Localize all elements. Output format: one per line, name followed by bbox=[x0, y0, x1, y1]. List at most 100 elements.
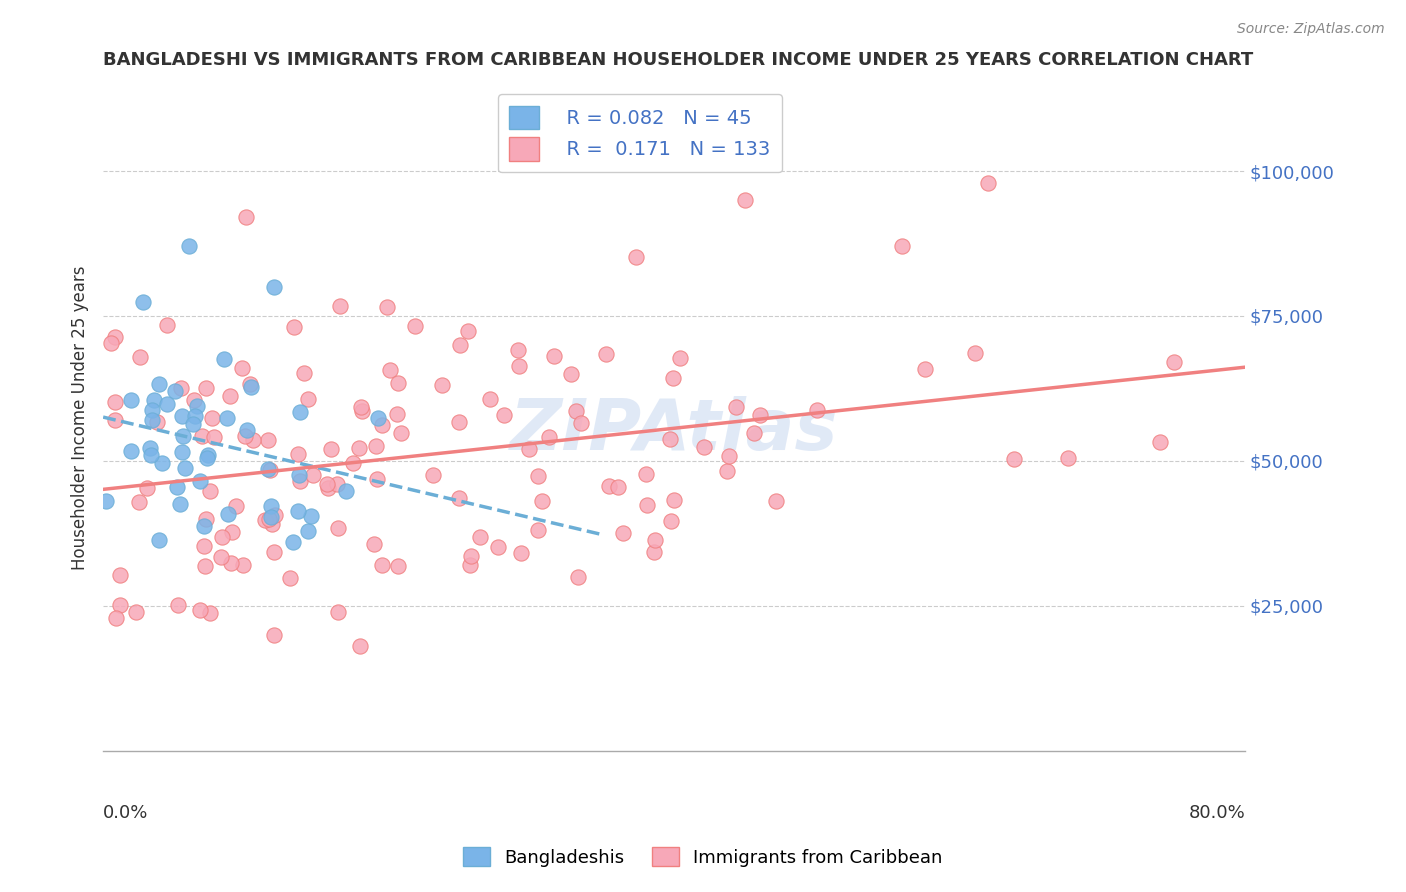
Bangladeshis bbox=[215, 411, 238, 425]
Bangladeshis bbox=[142, 392, 165, 407]
Bangladeshis bbox=[288, 405, 311, 419]
Bangladeshis bbox=[193, 519, 215, 533]
Immigrants from Caribbean bbox=[478, 392, 501, 406]
Immigrants from Caribbean bbox=[569, 416, 592, 430]
Immigrants from Caribbean bbox=[460, 549, 482, 564]
Legend: Bangladeshis, Immigrants from Caribbean: Bangladeshis, Immigrants from Caribbean bbox=[456, 840, 950, 874]
Bangladeshis bbox=[217, 508, 239, 522]
Bangladeshis bbox=[148, 376, 170, 391]
Y-axis label: Householder Income Under 25 years: Householder Income Under 25 years bbox=[72, 265, 89, 570]
Immigrants from Caribbean bbox=[560, 367, 582, 381]
Immigrants from Caribbean bbox=[1149, 435, 1171, 450]
Immigrants from Caribbean bbox=[606, 480, 628, 494]
Immigrants from Caribbean bbox=[297, 392, 319, 406]
Text: Source: ZipAtlas.com: Source: ZipAtlas.com bbox=[1237, 22, 1385, 37]
Immigrants from Caribbean bbox=[195, 381, 218, 395]
Immigrants from Caribbean bbox=[449, 338, 471, 352]
Immigrants from Caribbean bbox=[347, 441, 370, 455]
Bangladeshis bbox=[288, 467, 311, 482]
Immigrants from Caribbean bbox=[460, 558, 482, 573]
Immigrants from Caribbean bbox=[183, 393, 205, 408]
Immigrants from Caribbean bbox=[371, 558, 394, 572]
Immigrants from Caribbean bbox=[748, 408, 770, 422]
Immigrants from Caribbean bbox=[100, 336, 122, 351]
Immigrants from Caribbean bbox=[486, 541, 509, 555]
Immigrants from Caribbean bbox=[492, 408, 515, 422]
Immigrants from Caribbean bbox=[662, 371, 685, 385]
Immigrants from Caribbean bbox=[319, 442, 342, 456]
Bangladeshis bbox=[169, 497, 191, 511]
Bangladeshis bbox=[170, 409, 193, 424]
Immigrants from Caribbean bbox=[194, 559, 217, 574]
Immigrants from Caribbean bbox=[643, 545, 665, 559]
Immigrants from Caribbean bbox=[263, 627, 285, 641]
Immigrants from Caribbean bbox=[242, 433, 264, 447]
Immigrants from Caribbean bbox=[198, 483, 221, 498]
Bangladeshis bbox=[141, 402, 163, 417]
Immigrants from Caribbean bbox=[612, 526, 634, 541]
Immigrants from Caribbean bbox=[219, 556, 242, 570]
Immigrants from Caribbean bbox=[283, 319, 305, 334]
Immigrants from Caribbean bbox=[288, 474, 311, 488]
Immigrants from Caribbean bbox=[104, 413, 127, 427]
Immigrants from Caribbean bbox=[668, 351, 690, 366]
Bangladeshis bbox=[260, 499, 283, 513]
Immigrants from Caribbean bbox=[744, 426, 766, 441]
Immigrants from Caribbean bbox=[538, 430, 561, 444]
Immigrants from Caribbean bbox=[211, 530, 233, 544]
Bangladeshis bbox=[297, 524, 319, 539]
Immigrants from Caribbean bbox=[326, 476, 349, 491]
Immigrants from Caribbean bbox=[191, 429, 214, 443]
Immigrants from Caribbean bbox=[169, 381, 191, 395]
Bangladeshis bbox=[335, 483, 357, 498]
Immigrants from Caribbean bbox=[342, 456, 364, 470]
Text: 0.0%: 0.0% bbox=[103, 804, 149, 822]
Immigrants from Caribbean bbox=[221, 524, 243, 539]
Immigrants from Caribbean bbox=[326, 605, 349, 619]
Immigrants from Caribbean bbox=[128, 495, 150, 509]
Immigrants from Caribbean bbox=[350, 400, 373, 414]
Immigrants from Caribbean bbox=[506, 343, 529, 358]
Immigrants from Caribbean bbox=[232, 558, 254, 572]
Bangladeshis bbox=[212, 351, 235, 366]
Bangladeshis bbox=[184, 409, 207, 423]
Immigrants from Caribbean bbox=[104, 330, 127, 344]
Immigrants from Caribbean bbox=[263, 545, 285, 559]
Bangladeshis bbox=[94, 494, 117, 508]
Immigrants from Caribbean bbox=[371, 417, 394, 432]
Bangladeshis bbox=[155, 397, 177, 411]
Immigrants from Caribbean bbox=[328, 521, 350, 535]
Bangladeshis bbox=[283, 535, 305, 549]
Immigrants from Caribbean bbox=[257, 511, 280, 525]
Bangladeshis bbox=[166, 480, 188, 494]
Immigrants from Caribbean bbox=[166, 599, 188, 613]
Immigrants from Caribbean bbox=[239, 377, 262, 392]
Immigrants from Caribbean bbox=[765, 494, 787, 508]
Bangladeshis bbox=[139, 441, 162, 455]
Immigrants from Caribbean bbox=[636, 498, 658, 512]
Immigrants from Caribbean bbox=[287, 447, 309, 461]
Immigrants from Caribbean bbox=[380, 362, 402, 376]
Immigrants from Caribbean bbox=[262, 517, 284, 532]
Immigrants from Caribbean bbox=[567, 569, 589, 583]
Immigrants from Caribbean bbox=[389, 426, 412, 441]
Immigrants from Caribbean bbox=[659, 515, 682, 529]
Immigrants from Caribbean bbox=[624, 250, 647, 264]
Immigrants from Caribbean bbox=[219, 389, 242, 403]
Bangladeshis bbox=[263, 280, 285, 294]
Immigrants from Caribbean bbox=[257, 433, 280, 447]
Immigrants from Caribbean bbox=[387, 559, 409, 574]
Bangladeshis bbox=[139, 449, 162, 463]
Immigrants from Caribbean bbox=[891, 239, 914, 253]
Immigrants from Caribbean bbox=[194, 511, 217, 525]
Immigrants from Caribbean bbox=[422, 468, 444, 483]
Immigrants from Caribbean bbox=[136, 481, 159, 495]
Immigrants from Caribbean bbox=[125, 606, 148, 620]
Immigrants from Caribbean bbox=[104, 611, 127, 625]
Immigrants from Caribbean bbox=[449, 415, 471, 429]
Immigrants from Caribbean bbox=[1056, 450, 1078, 465]
Bangladeshis bbox=[186, 399, 208, 413]
Immigrants from Caribbean bbox=[595, 347, 617, 361]
Immigrants from Caribbean bbox=[198, 606, 221, 620]
Immigrants from Caribbean bbox=[316, 481, 339, 495]
